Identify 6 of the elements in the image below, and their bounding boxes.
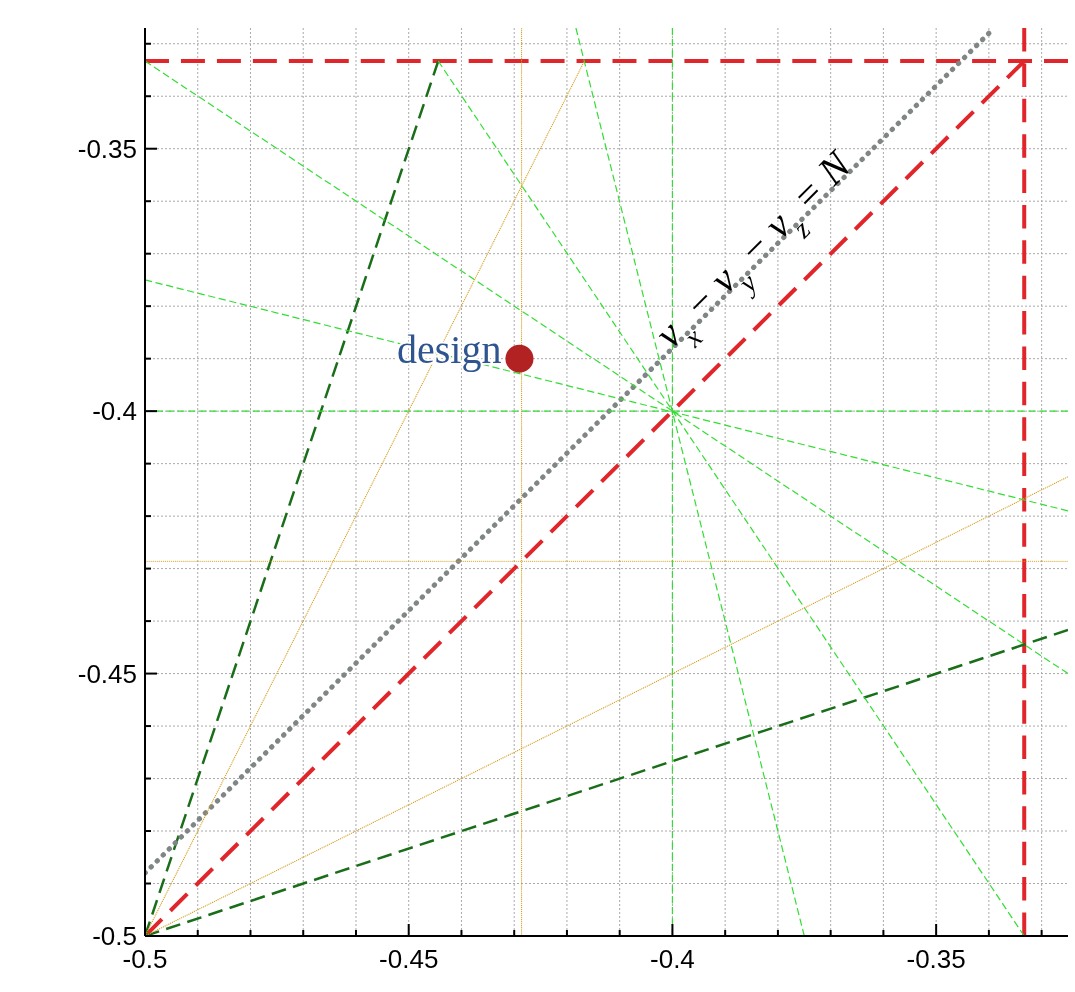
y-tick-label: -0.4 bbox=[92, 396, 137, 427]
x-tick-label: -0.4 bbox=[650, 944, 695, 974]
y-tick-label: -0.35 bbox=[77, 133, 137, 164]
x-tick-label: -0.35 bbox=[906, 944, 966, 974]
y-tick-label: -0.45 bbox=[77, 658, 137, 689]
x-tick-label: -0.45 bbox=[379, 944, 439, 974]
